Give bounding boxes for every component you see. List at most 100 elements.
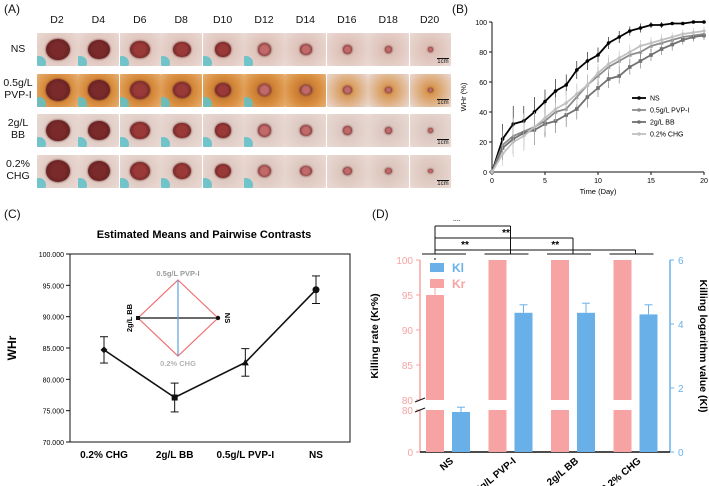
day-column-header: D6 (133, 14, 147, 26)
data-point (617, 55, 622, 61)
kr-bar-lower (613, 410, 632, 452)
legend-swatch (430, 263, 444, 272)
legend-label: NS (650, 96, 660, 103)
plot-frame (69, 253, 351, 443)
wound-photo (285, 73, 327, 107)
legend-label: Kr (452, 277, 466, 291)
data-point (596, 53, 600, 57)
category-label: 0.2% CHG (600, 456, 644, 486)
x-tick-label: 15 (647, 178, 655, 185)
wound-photo (285, 33, 327, 66)
wound-photo (244, 33, 285, 66)
data-point (627, 49, 632, 55)
data-point (681, 38, 685, 42)
legend-label: 0.5g/L PVP-I (650, 108, 689, 115)
data-point (659, 37, 664, 43)
inset-label-bottom: 0.2% CHG (160, 359, 196, 368)
right-tick-label: 4 (678, 320, 684, 331)
estimated-means-chart: Estimated Means and Pairwise Contrasts 70… (5, 229, 351, 461)
data-point (649, 23, 653, 27)
left-tick-label: 100 (396, 256, 413, 267)
wound-photo: 1cm (409, 73, 451, 107)
x-tick-label: 0 (490, 178, 494, 185)
y-tick-label: 0 (483, 170, 487, 177)
significance-marker: ** (502, 228, 510, 239)
data-point (628, 65, 632, 69)
wound-photo (78, 114, 120, 147)
y-axis-title: WHr (%) (459, 82, 468, 111)
left-tick-label: 80 (402, 406, 414, 417)
day-column-header: D14 (295, 14, 316, 26)
x-tick-label: 10 (594, 178, 602, 185)
kl-bar (452, 412, 470, 452)
significance-marker: ** (453, 220, 461, 227)
x-axis-title: Time (Day) (580, 187, 617, 196)
wound-photo (368, 73, 410, 107)
y-tick-label: 90.000 (43, 315, 65, 322)
data-point (638, 59, 643, 63)
kl-bar (577, 312, 595, 452)
kr-bar (488, 260, 507, 400)
data-point (596, 86, 600, 90)
data-point (500, 151, 505, 157)
kr-bar (613, 260, 632, 400)
data-point (670, 34, 675, 40)
node-marker (215, 315, 221, 321)
mean-marker (312, 286, 320, 294)
data-point (638, 26, 643, 30)
data-point (553, 106, 558, 112)
day-column-header: D4 (91, 14, 106, 26)
wound-photo (161, 73, 203, 107)
x-tick-label: 20 (700, 178, 708, 185)
panel-c-label: (C) (4, 207, 21, 221)
kl-bar (514, 312, 533, 452)
wound-photo (368, 33, 410, 66)
wound-photo (37, 114, 78, 147)
inset-label-left: 2g/L BB (125, 303, 134, 332)
y-tick-label: 100.000 (39, 252, 64, 259)
left-tick-label: 0 (407, 448, 413, 459)
wound-photo (78, 154, 120, 188)
day-column-header: D10 (212, 14, 233, 26)
wound-photo (161, 154, 203, 188)
y-tick-label: 100 (475, 20, 487, 27)
right-tick-label: 6 (678, 256, 684, 267)
data-point (490, 169, 494, 175)
kr-bar-lower (426, 410, 444, 452)
data-point (670, 42, 674, 47)
wound-photo (326, 154, 368, 188)
y-tick-label: 95.000 (43, 283, 65, 290)
left-tick-label: 90 (402, 326, 414, 337)
data-point (702, 33, 706, 38)
legend-label: 2g/L BB (650, 120, 675, 127)
category-label: 2g/L BB (545, 456, 581, 486)
y-tick-label: 80.000 (43, 377, 65, 384)
wound-photo (119, 73, 161, 107)
wound-photo (326, 33, 368, 66)
treatment-row-header: 0.2% CHG (6, 157, 30, 182)
means-line (103, 289, 317, 399)
wound-photo: 1cm (409, 154, 451, 188)
wound-photo (244, 114, 285, 147)
treatment-row-header: 0.5g/L PVP-I (3, 76, 33, 101)
data-point (564, 83, 568, 87)
wound-photo: 1cm (409, 33, 451, 66)
data-point (606, 61, 611, 67)
day-column-header: D20 (419, 14, 440, 26)
wound-photo (368, 154, 410, 188)
legend-label: Kl (452, 261, 464, 275)
wound-photo (202, 114, 244, 147)
legend-marker (637, 108, 641, 112)
wound-photo (202, 73, 244, 107)
data-point (691, 35, 696, 39)
data-point (585, 59, 590, 63)
kr-bar (426, 295, 444, 400)
legend-marker (637, 120, 641, 124)
kr-bar-lower (488, 410, 507, 452)
wound-photo: 1cm (409, 114, 451, 147)
data-point (670, 21, 674, 26)
wound-photo (368, 114, 410, 147)
data-point (617, 74, 621, 78)
category-label: 0.5g/L PVP-I (467, 456, 518, 486)
y-tick-label: 80 (479, 50, 487, 57)
